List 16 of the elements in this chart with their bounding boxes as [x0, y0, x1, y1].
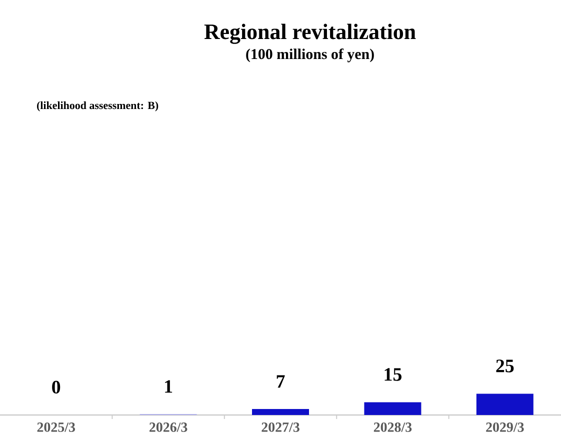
bar [476, 394, 534, 415]
text: (likelihood assessment: B) [37, 101, 158, 112]
data-label: 7 [276, 375, 285, 388]
x-tick-label: 2028/3 [374, 422, 412, 432]
x-tick-label: 2029/3 [486, 422, 524, 432]
data-label: 0 [52, 380, 60, 394]
chart-subtitle: (100 millions of yen) [246, 48, 374, 62]
x-tick-label: 2025/3 [37, 422, 76, 432]
x-tick-label: 2027/3 [262, 422, 300, 432]
data-label: 25 [496, 360, 514, 372]
chart-title: Regional revitalization [204, 24, 416, 44]
x-tick-label: 2026/3 [150, 422, 188, 432]
data-label: 15 [384, 368, 402, 381]
bar [252, 409, 310, 415]
data-label: 1 [165, 380, 172, 393]
bar [364, 402, 422, 415]
